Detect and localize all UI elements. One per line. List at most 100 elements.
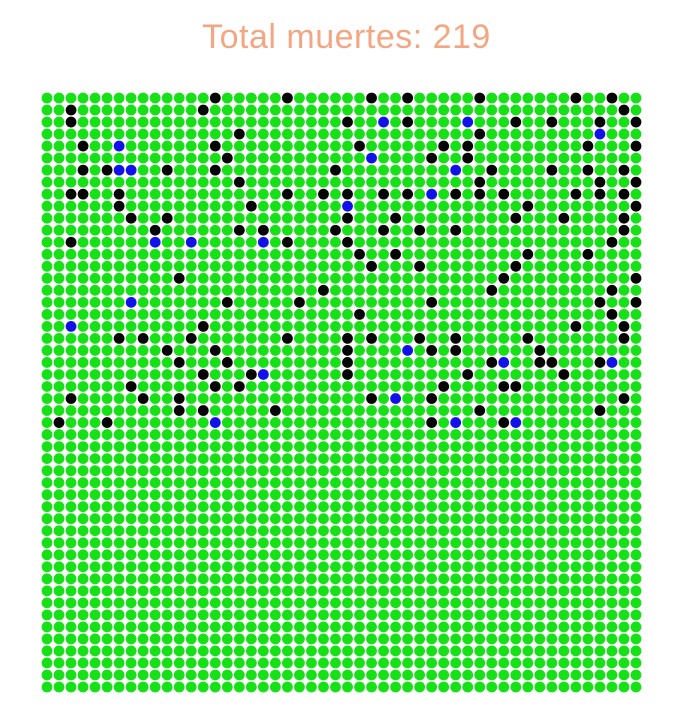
cell-alive (522, 609, 534, 621)
cell-alive (306, 537, 317, 549)
cell-alive (366, 104, 377, 116)
cell-alive (149, 116, 161, 128)
cell-alive (606, 621, 618, 633)
cell-alive (342, 272, 353, 284)
cell-alive (149, 369, 161, 380)
cell-alive (65, 296, 77, 308)
cell-alive (438, 489, 450, 501)
cell-alive (101, 272, 113, 284)
cell-alive (426, 128, 438, 140)
cell-alive (366, 597, 377, 609)
cell-alive (41, 345, 53, 356)
cell-alive (594, 333, 606, 344)
cell-dead (354, 308, 365, 320)
cell-alive (378, 585, 389, 597)
cell-alive (582, 645, 594, 657)
cell-dead (630, 140, 642, 152)
cell-alive (41, 333, 53, 344)
cell-alive (522, 477, 534, 489)
cell-alive (546, 549, 558, 561)
cell-alive (510, 248, 522, 260)
cell-alive (209, 561, 221, 573)
cell-alive (245, 188, 257, 200)
cell-alive (233, 369, 245, 380)
cell-alive (41, 212, 53, 224)
cell-alive (245, 152, 257, 164)
cell-alive (522, 284, 534, 296)
cell-alive (245, 549, 257, 561)
cell-alive (582, 357, 594, 368)
cell-alive (366, 357, 377, 368)
cell-alive (426, 333, 438, 344)
cell-alive (366, 176, 377, 188)
cell-alive (486, 465, 498, 477)
cell-alive (426, 609, 438, 621)
cell-alive (366, 645, 377, 657)
cell-alive (378, 489, 389, 501)
cell-alive (366, 200, 377, 212)
cell-alive (594, 489, 606, 501)
cell-alive (113, 345, 125, 356)
cell-alive (390, 501, 401, 513)
cell-alive (498, 585, 510, 597)
cell-alive (89, 561, 101, 573)
cell-alive (306, 489, 317, 501)
cell-alive (414, 405, 426, 416)
cell-alive (570, 537, 582, 549)
cell-alive (101, 465, 113, 477)
cell-alive (221, 549, 233, 561)
cell-alive (53, 92, 65, 104)
cell-alive (570, 248, 582, 260)
cell-alive (137, 176, 149, 188)
cell-alive (101, 609, 113, 621)
cell-dead (342, 333, 353, 344)
cell-alive (606, 513, 618, 525)
cell-alive (269, 441, 281, 452)
cell-alive (306, 200, 317, 212)
cell-alive (438, 296, 450, 308)
cell-alive (534, 164, 546, 176)
cell-alive (282, 585, 293, 597)
cell-alive (450, 477, 462, 489)
cell-alive (498, 320, 510, 332)
cell-alive (582, 405, 594, 416)
cell-alive (474, 609, 486, 621)
cell-alive (594, 152, 606, 164)
cell-alive (522, 549, 534, 561)
cell-alive (209, 152, 221, 164)
cell-alive (89, 104, 101, 116)
cell-alive (378, 308, 389, 320)
cell-alive (209, 585, 221, 597)
cell-alive (269, 369, 281, 380)
cell-alive (65, 381, 77, 392)
cell-alive (257, 465, 269, 477)
cell-alive (209, 236, 221, 248)
cell-alive (342, 477, 353, 489)
cell-alive (594, 236, 606, 248)
cell-alive (498, 465, 510, 477)
cell-alive (570, 104, 582, 116)
cell-alive (282, 320, 293, 332)
cell-alive (582, 561, 594, 573)
cell-alive (450, 104, 462, 116)
cell-alive (245, 272, 257, 284)
cell-dead (342, 212, 353, 224)
cell-alive (342, 513, 353, 525)
cell-alive (534, 657, 546, 669)
cell-alive (89, 284, 101, 296)
cell-dead (173, 272, 185, 284)
cell-alive (113, 549, 125, 561)
cell-alive (558, 561, 570, 573)
cell-alive (366, 573, 377, 585)
cell-alive (522, 393, 534, 404)
cell-alive (426, 164, 438, 176)
cell-alive (221, 513, 233, 525)
cell-alive (426, 681, 438, 693)
cell-alive (486, 140, 498, 152)
cell-dead (101, 164, 113, 176)
cell-alive (257, 573, 269, 585)
cell-alive (354, 345, 365, 356)
cell-alive (77, 320, 89, 332)
cell-alive (510, 369, 522, 380)
cell-alive (330, 417, 341, 428)
